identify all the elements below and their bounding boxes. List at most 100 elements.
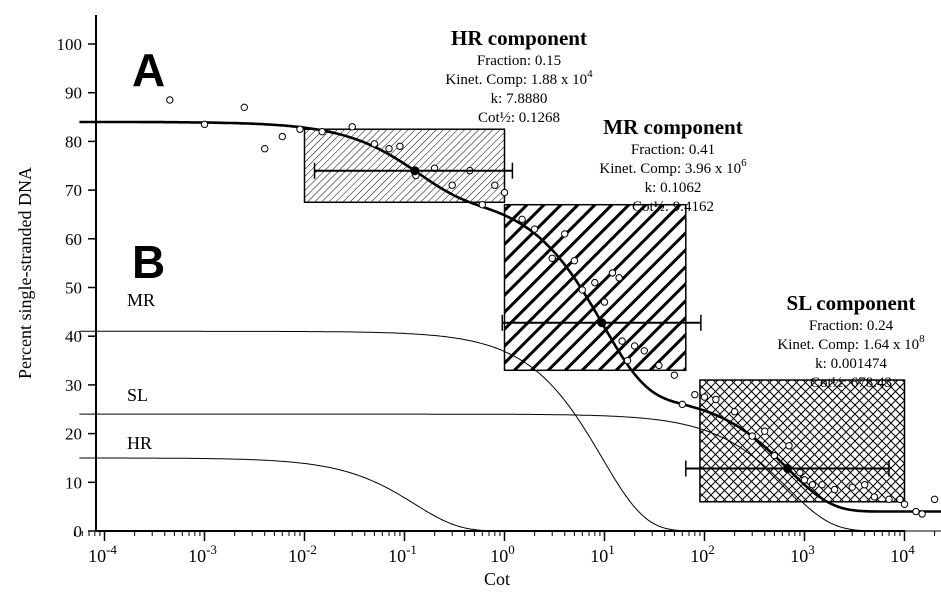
y-tick-label: 50 xyxy=(65,279,82,298)
data-point xyxy=(261,145,269,153)
data-point xyxy=(518,215,526,224)
data-point xyxy=(278,132,287,141)
y-tick-label: 0 xyxy=(74,522,83,541)
annotation-line: Cot½: 9.4162 xyxy=(632,199,714,215)
data-point xyxy=(655,361,663,370)
data-point xyxy=(618,337,626,345)
hatched-box-hr xyxy=(303,128,506,204)
x-tick-label: 10-2 xyxy=(288,542,317,566)
data-point xyxy=(318,127,326,136)
y-tick-label: 20 xyxy=(65,425,82,444)
data-point xyxy=(896,495,904,504)
data-point xyxy=(885,495,893,504)
x-tick-label: 10-1 xyxy=(388,542,417,566)
data-point xyxy=(348,123,356,131)
data-point xyxy=(818,481,826,489)
data-point xyxy=(630,342,639,350)
panel-label-a: A xyxy=(132,44,165,96)
error-bars xyxy=(313,162,890,477)
x-axis-label: Cot xyxy=(484,569,510,589)
data-point xyxy=(296,125,304,133)
cot-half-marker xyxy=(597,318,607,328)
data-point xyxy=(918,510,926,518)
panel-label-b: B xyxy=(132,236,165,288)
annotation-line: Fraction: 0.15 xyxy=(477,53,561,69)
data-point xyxy=(623,356,632,365)
annotation-title: SL component xyxy=(787,291,916,315)
data-point xyxy=(912,507,920,516)
data-point xyxy=(700,393,709,401)
data-point xyxy=(491,181,499,189)
data-point xyxy=(448,181,456,189)
x-tick-label: 100 xyxy=(490,542,515,566)
data-point xyxy=(240,103,248,112)
data-point xyxy=(748,432,756,440)
data-point xyxy=(785,442,793,450)
data-point xyxy=(600,298,609,306)
data-point xyxy=(200,120,209,129)
data-point xyxy=(640,347,648,355)
data-point xyxy=(548,254,556,262)
x-tick-label: 10-4 xyxy=(88,542,117,566)
data-point xyxy=(370,140,379,148)
annotation-line: Kinet. Comp: 3.96 x 106 xyxy=(599,157,747,177)
cot-half-marker xyxy=(783,464,793,474)
data-point xyxy=(800,476,809,484)
y-axis-label: Percent single-stranded DNA xyxy=(15,167,35,379)
x-tick-label: 104 xyxy=(890,542,915,566)
annotation-line: k: 0.1062 xyxy=(645,180,702,196)
data-point xyxy=(808,481,817,489)
data-point xyxy=(861,481,869,489)
data-point xyxy=(385,145,393,153)
data-point xyxy=(570,257,579,265)
data-point xyxy=(678,400,687,409)
data-point xyxy=(730,407,739,416)
x-tick-label: 103 xyxy=(790,542,815,566)
data-point xyxy=(712,395,720,404)
data-point xyxy=(396,142,404,150)
data-point xyxy=(478,201,487,209)
data-point xyxy=(900,500,909,508)
data-point xyxy=(796,468,804,477)
data-point xyxy=(608,269,617,277)
data-point xyxy=(930,495,939,504)
hatched-boxes xyxy=(303,128,906,503)
annotation-title: HR component xyxy=(451,26,587,50)
annotation-title: MR component xyxy=(603,115,742,139)
x-tick-label: 10-3 xyxy=(188,542,217,566)
data-point xyxy=(561,230,569,238)
annotation-line: Cot½: 0.1268 xyxy=(478,110,560,126)
annotation-line: Fraction: 0.41 xyxy=(631,142,715,158)
axes: 0 10 20 30 40 50 60 70 80 90 100 10-4 10-3 10-2 10-1 10… xyxy=(57,15,936,566)
data-point xyxy=(615,274,623,282)
annotation-line: Kinet. Comp: 1.64 x 108 xyxy=(777,333,925,353)
y-tick-label: 100 xyxy=(57,35,83,54)
annotation-line: Kinet. Comp: 1.88 x 104 xyxy=(445,68,593,88)
y-tick-label: 60 xyxy=(65,230,82,249)
data-point xyxy=(500,188,509,197)
data-point xyxy=(770,451,779,460)
annotation-line: k: 7.8880 xyxy=(491,91,548,107)
data-point xyxy=(591,278,599,287)
annotation-line: k: 0.001474 xyxy=(815,356,887,372)
y-tick-label: 70 xyxy=(65,181,82,200)
annotation-line: Cot½: 678.43 xyxy=(810,375,892,391)
data-point xyxy=(761,427,769,435)
data-point xyxy=(166,96,174,104)
curve-label-sl: SL xyxy=(127,385,148,405)
data-points xyxy=(166,96,939,518)
y-tick-label: 30 xyxy=(65,376,82,395)
data-point xyxy=(670,371,679,379)
curve-label-mr: MR xyxy=(127,290,155,310)
y-tick-label: 80 xyxy=(65,132,82,151)
cot-half-marker xyxy=(410,166,420,176)
data-point xyxy=(691,390,699,399)
curve-total-fit xyxy=(79,120,941,513)
y-tick-label: 90 xyxy=(65,84,82,103)
data-point xyxy=(530,225,539,233)
